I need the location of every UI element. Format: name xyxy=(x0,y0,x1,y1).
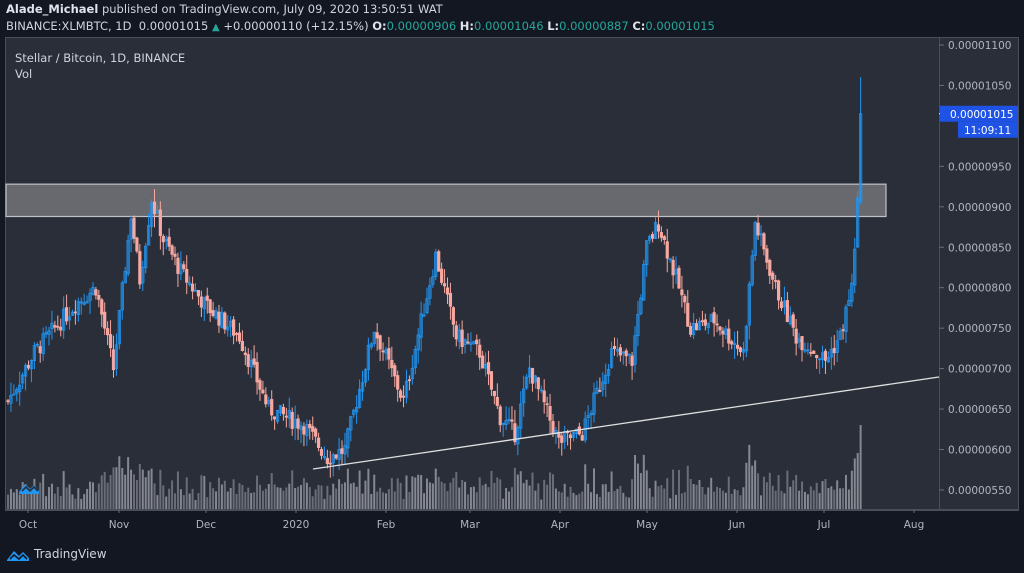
price-tick-label: 0.00000800 xyxy=(948,283,1011,295)
legend-volume[interactable]: Vol xyxy=(15,67,33,81)
legend-title[interactable]: Stellar / Bitcoin, 1D, BINANCE xyxy=(15,51,186,65)
chart-panel[interactable] xyxy=(5,37,1019,511)
candlesticks xyxy=(6,77,863,478)
time-tick-label: Nov xyxy=(109,519,130,531)
time-tick-label: May xyxy=(636,519,658,531)
close-label: C: xyxy=(632,19,646,33)
price-tick-label: 0.00000600 xyxy=(948,445,1011,457)
price-axis[interactable]: 0.00001100 0.00001050 0.00000950 0.00000900… xyxy=(939,40,1011,497)
up-triangle-icon: ▲ xyxy=(211,22,220,33)
price-tick-label: 0.00000900 xyxy=(948,202,1011,214)
volume-bars xyxy=(7,425,862,509)
price-tick-label: 0.00000750 xyxy=(948,323,1011,335)
price-tick-label: 0.00000850 xyxy=(948,242,1011,254)
tradingview-cloud-icon xyxy=(7,551,29,561)
price-tick-label: 0.00000650 xyxy=(948,404,1011,416)
author-name[interactable]: Alade_Michael xyxy=(6,2,99,16)
low-label: L: xyxy=(547,19,560,33)
time-tick-label: Dec xyxy=(196,519,217,531)
time-axis[interactable]: Oct Nov Dec 2020 Feb Mar Apr May Jun Jul Aug xyxy=(19,510,924,531)
time-tick-label: 2020 xyxy=(283,519,310,531)
brand-name: TradingView xyxy=(34,547,107,561)
time-tick-label: Oct xyxy=(19,519,37,531)
price-tick-label: 0.00000700 xyxy=(948,364,1011,376)
last-price-label: 0.00001015 xyxy=(950,109,1013,121)
low-value: 0.00000887 xyxy=(559,19,629,33)
high-label: H: xyxy=(459,19,475,33)
price-tick-label: 0.00000950 xyxy=(948,161,1011,173)
resistance-zone[interactable] xyxy=(5,183,887,218)
bar-countdown: 11:09:11 xyxy=(964,125,1011,137)
time-tick-label: Apr xyxy=(551,519,570,531)
price-tick-label: 0.00001050 xyxy=(948,80,1011,92)
chart-legend: Stellar / Bitcoin, 1D, BINANCE Vol xyxy=(15,50,185,82)
last-price: 0.00001015 xyxy=(138,19,209,33)
time-tick-label: Mar xyxy=(460,519,480,531)
price-tick-label: 0.00001100 xyxy=(948,40,1011,52)
published-text: published on TradingView.com, July 09, 2… xyxy=(101,2,443,16)
trendline[interactable] xyxy=(312,376,940,470)
tradingview-logo[interactable]: TradingView xyxy=(6,546,107,562)
price-tick-label: 0.00000550 xyxy=(948,485,1011,497)
close-value: 0.00001015 xyxy=(645,19,715,33)
high-value: 0.00001046 xyxy=(474,19,544,33)
open-label: O: xyxy=(372,19,387,33)
time-tick-label: Feb xyxy=(377,519,396,531)
change-value: +0.00000110 (+12.15%) xyxy=(223,19,369,33)
time-tick-label: Aug xyxy=(904,519,925,531)
price-badge: 0.00001015 11:09:11 xyxy=(939,105,1018,138)
tradingview-watermark-icon xyxy=(19,484,39,494)
ohlc-bar: BINANCE:XLMBTC, 1D 0.00001015 ▲ +0.00000… xyxy=(6,19,715,33)
symbol-label: BINANCE:XLMBTC, 1D xyxy=(6,19,132,33)
time-tick-label: Jul xyxy=(817,519,831,531)
publish-info: Alade_Michael published on TradingView.c… xyxy=(6,2,443,16)
time-tick-label: Jun xyxy=(728,519,745,531)
open-value: 0.00000906 xyxy=(386,19,457,33)
